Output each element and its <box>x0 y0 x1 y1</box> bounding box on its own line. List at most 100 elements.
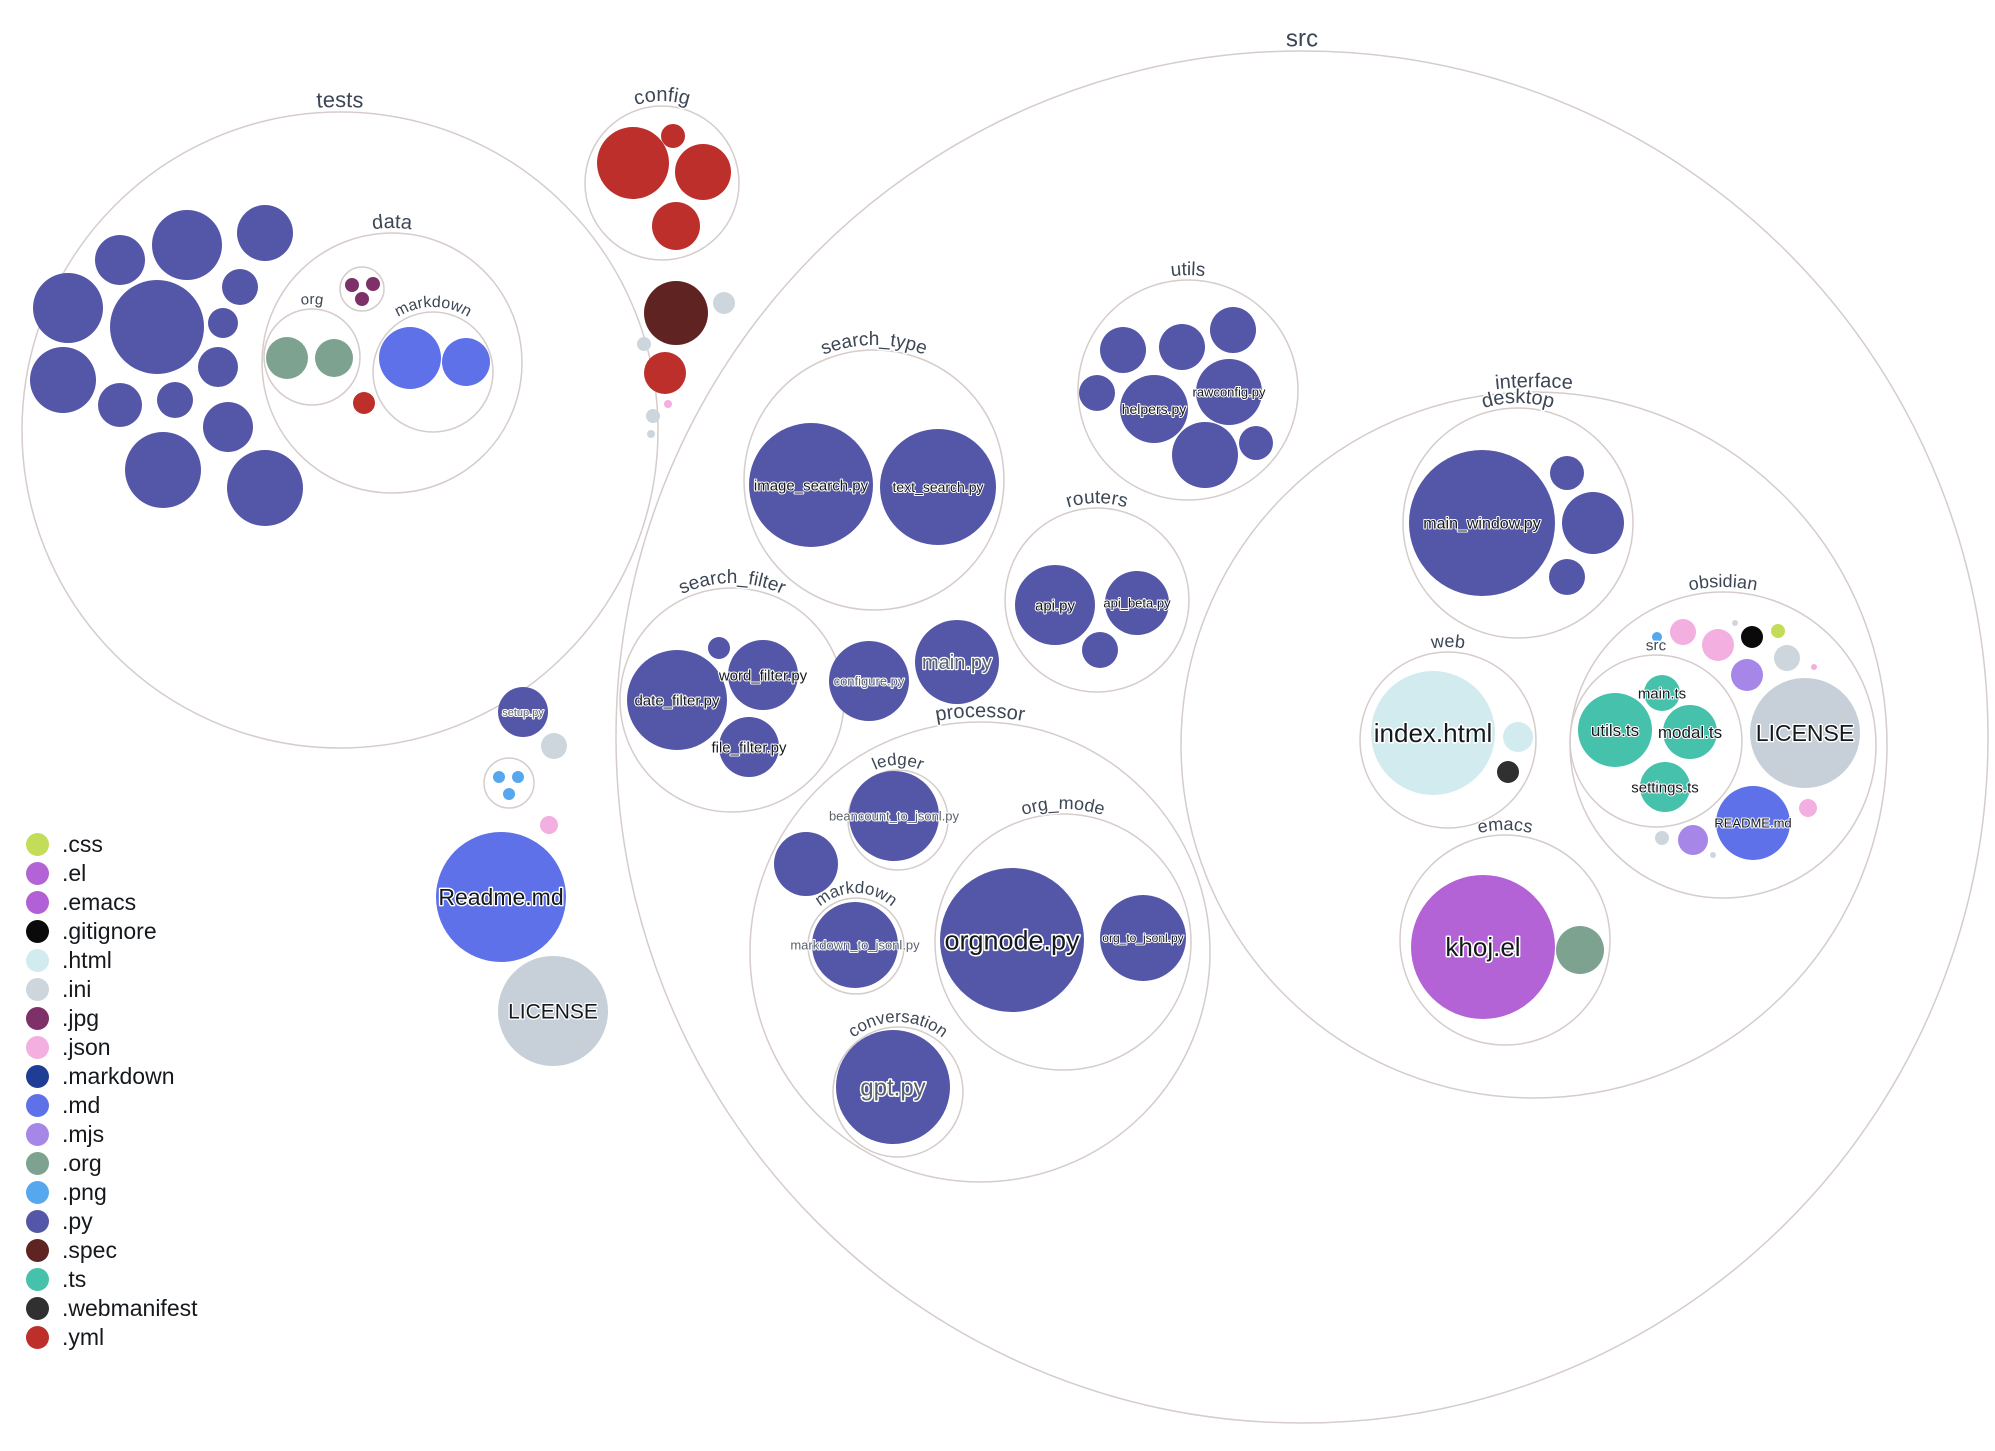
dir-src-interface-web-circle[interactable] <box>1359 651 1537 829</box>
file-LICENSE-circle[interactable] <box>1750 678 1860 788</box>
file-mjs-89-circle[interactable] <box>1731 659 1763 691</box>
file-word_filter.py-circle[interactable] <box>728 640 798 710</box>
file-css-86-circle[interactable] <box>1771 624 1785 638</box>
file-ini-27-circle[interactable] <box>713 292 735 314</box>
file-date_filter.py-circle[interactable] <box>627 650 727 750</box>
file-py-60-circle[interactable] <box>774 832 838 896</box>
file-image_search.py-circle[interactable] <box>749 423 873 547</box>
file-py-48-circle[interactable] <box>708 637 730 659</box>
file-LICENSE-circle[interactable] <box>498 956 608 1066</box>
file-main.ts-circle[interactable] <box>1644 675 1680 711</box>
file-settings.ts-circle[interactable] <box>1640 762 1690 812</box>
file-py-6-circle[interactable] <box>208 308 238 338</box>
file-png-35-circle[interactable] <box>493 771 505 783</box>
file-main_window.py-circle[interactable] <box>1409 450 1555 596</box>
file-py-68-circle[interactable] <box>1562 492 1624 554</box>
file-Readme.md-circle[interactable] <box>436 832 566 962</box>
file-py-10-circle[interactable] <box>157 382 193 418</box>
file-html-71-circle[interactable] <box>1503 722 1533 752</box>
dir-tests-circle[interactable] <box>21 111 659 749</box>
dir-src-circle[interactable] <box>615 50 1989 1424</box>
file-webmanifest-72-circle[interactable] <box>1497 761 1519 783</box>
file-ini-28-circle[interactable] <box>637 337 651 351</box>
file-ini-34-circle[interactable] <box>541 733 567 759</box>
dir-src-routers-circle[interactable] <box>1004 507 1190 693</box>
dir-src-interface-obsidian-src-circle[interactable] <box>1569 654 1743 828</box>
dir-src-processor-circle[interactable] <box>749 721 1211 1183</box>
file-yml-29-circle[interactable] <box>644 352 686 394</box>
file-ini-32-circle[interactable] <box>647 430 655 438</box>
file-gitignore-85-circle[interactable] <box>1741 626 1763 648</box>
file-setup.py-circle[interactable] <box>498 687 548 737</box>
file-org_to_jsonl.py-circle[interactable] <box>1100 895 1186 981</box>
file-jpg-16-circle[interactable] <box>355 292 369 306</box>
dir-src-processor-ledger-circle[interactable] <box>847 769 949 871</box>
file-py-3-circle[interactable] <box>33 273 103 343</box>
dir-src-processor-org_mode-circle[interactable] <box>934 813 1192 1071</box>
file-py-52-circle[interactable] <box>1159 324 1205 370</box>
file-json-38-circle[interactable] <box>540 816 558 834</box>
dir-root-png-folder-circle[interactable] <box>483 757 535 809</box>
dir-src-interface-emacs-circle[interactable] <box>1399 834 1611 1046</box>
file-ini-91-circle[interactable] <box>1655 831 1669 845</box>
file-modal.ts-circle[interactable] <box>1663 705 1717 759</box>
file-py-9-circle[interactable] <box>98 383 142 427</box>
file-main.py-circle[interactable] <box>915 620 999 704</box>
file-spec-26-circle[interactable] <box>644 281 708 345</box>
file-py-2-circle[interactable] <box>95 235 145 285</box>
file-py-11-circle[interactable] <box>203 402 253 452</box>
dir-src-interface-desktop-circle[interactable] <box>1402 407 1634 639</box>
file-yml-22-circle[interactable] <box>597 127 669 199</box>
file-org-17-circle[interactable] <box>266 337 308 379</box>
dir-tests-data-images-circle[interactable] <box>339 266 385 312</box>
dir-src-interface-circle[interactable] <box>1180 391 1888 1099</box>
file-rawconfig.py-circle[interactable] <box>1196 359 1262 425</box>
file-utils.ts-circle[interactable] <box>1578 693 1652 767</box>
file-py-13-circle[interactable] <box>227 450 303 526</box>
file-py-56-circle[interactable] <box>1239 426 1273 460</box>
file-py-5-circle[interactable] <box>222 269 258 305</box>
dir-config-circle[interactable] <box>584 105 740 261</box>
dir-tests-data-org-circle[interactable] <box>263 308 361 406</box>
file-py-12-circle[interactable] <box>125 432 201 508</box>
dir-src-search_type-circle[interactable] <box>743 349 1005 611</box>
file-gpt.py-circle[interactable] <box>836 1030 950 1144</box>
file-markdown_to_jsonl.py-circle[interactable] <box>812 902 898 988</box>
file-py-7-circle[interactable] <box>198 347 238 387</box>
file-py-1-circle[interactable] <box>237 205 293 261</box>
file-yml-24-circle[interactable] <box>661 124 685 148</box>
file-py-8-circle[interactable] <box>30 347 96 413</box>
file-py-67-circle[interactable] <box>1550 456 1584 490</box>
file-py-53-circle[interactable] <box>1210 307 1256 353</box>
file-yml-23-circle[interactable] <box>675 144 731 200</box>
file-py-55-circle[interactable] <box>1172 422 1238 488</box>
file-json-30-circle[interactable] <box>664 400 672 408</box>
file-md-19-circle[interactable] <box>379 327 441 389</box>
file-ini-84-circle[interactable] <box>1732 620 1738 626</box>
file-py-59-circle[interactable] <box>1082 632 1118 668</box>
file-api_beta.py-circle[interactable] <box>1105 571 1169 635</box>
file-json-82-circle[interactable] <box>1670 619 1696 645</box>
file-org-74-circle[interactable] <box>1556 926 1604 974</box>
file-png-36-circle[interactable] <box>512 771 524 783</box>
file-json-83-circle[interactable] <box>1702 629 1734 661</box>
file-yml-25-circle[interactable] <box>652 202 700 250</box>
file-khoj.el-circle[interactable] <box>1411 875 1555 1019</box>
file-text_search.py-circle[interactable] <box>880 429 996 545</box>
file-json-90-circle[interactable] <box>1799 799 1817 817</box>
dir-src-utils-circle[interactable] <box>1077 279 1299 501</box>
file-index.html-circle[interactable] <box>1371 671 1495 795</box>
file-mjs-92-circle[interactable] <box>1678 825 1708 855</box>
file-ini-31-circle[interactable] <box>646 409 660 423</box>
file-orgnode.py-circle[interactable] <box>940 868 1084 1012</box>
file-md-20-circle[interactable] <box>442 338 490 386</box>
dir-tests-data-markdown-circle[interactable] <box>372 311 494 433</box>
file-png-81-circle[interactable] <box>1652 632 1662 642</box>
file-py-4-circle[interactable] <box>110 280 204 374</box>
file-py-54-circle[interactable] <box>1079 375 1115 411</box>
file-yml-21-circle[interactable] <box>353 392 375 414</box>
file-api.py-circle[interactable] <box>1015 565 1095 645</box>
file-jpg-14-circle[interactable] <box>345 278 359 292</box>
file-json-88-circle[interactable] <box>1811 664 1817 670</box>
file-README.md-circle[interactable] <box>1716 786 1790 860</box>
